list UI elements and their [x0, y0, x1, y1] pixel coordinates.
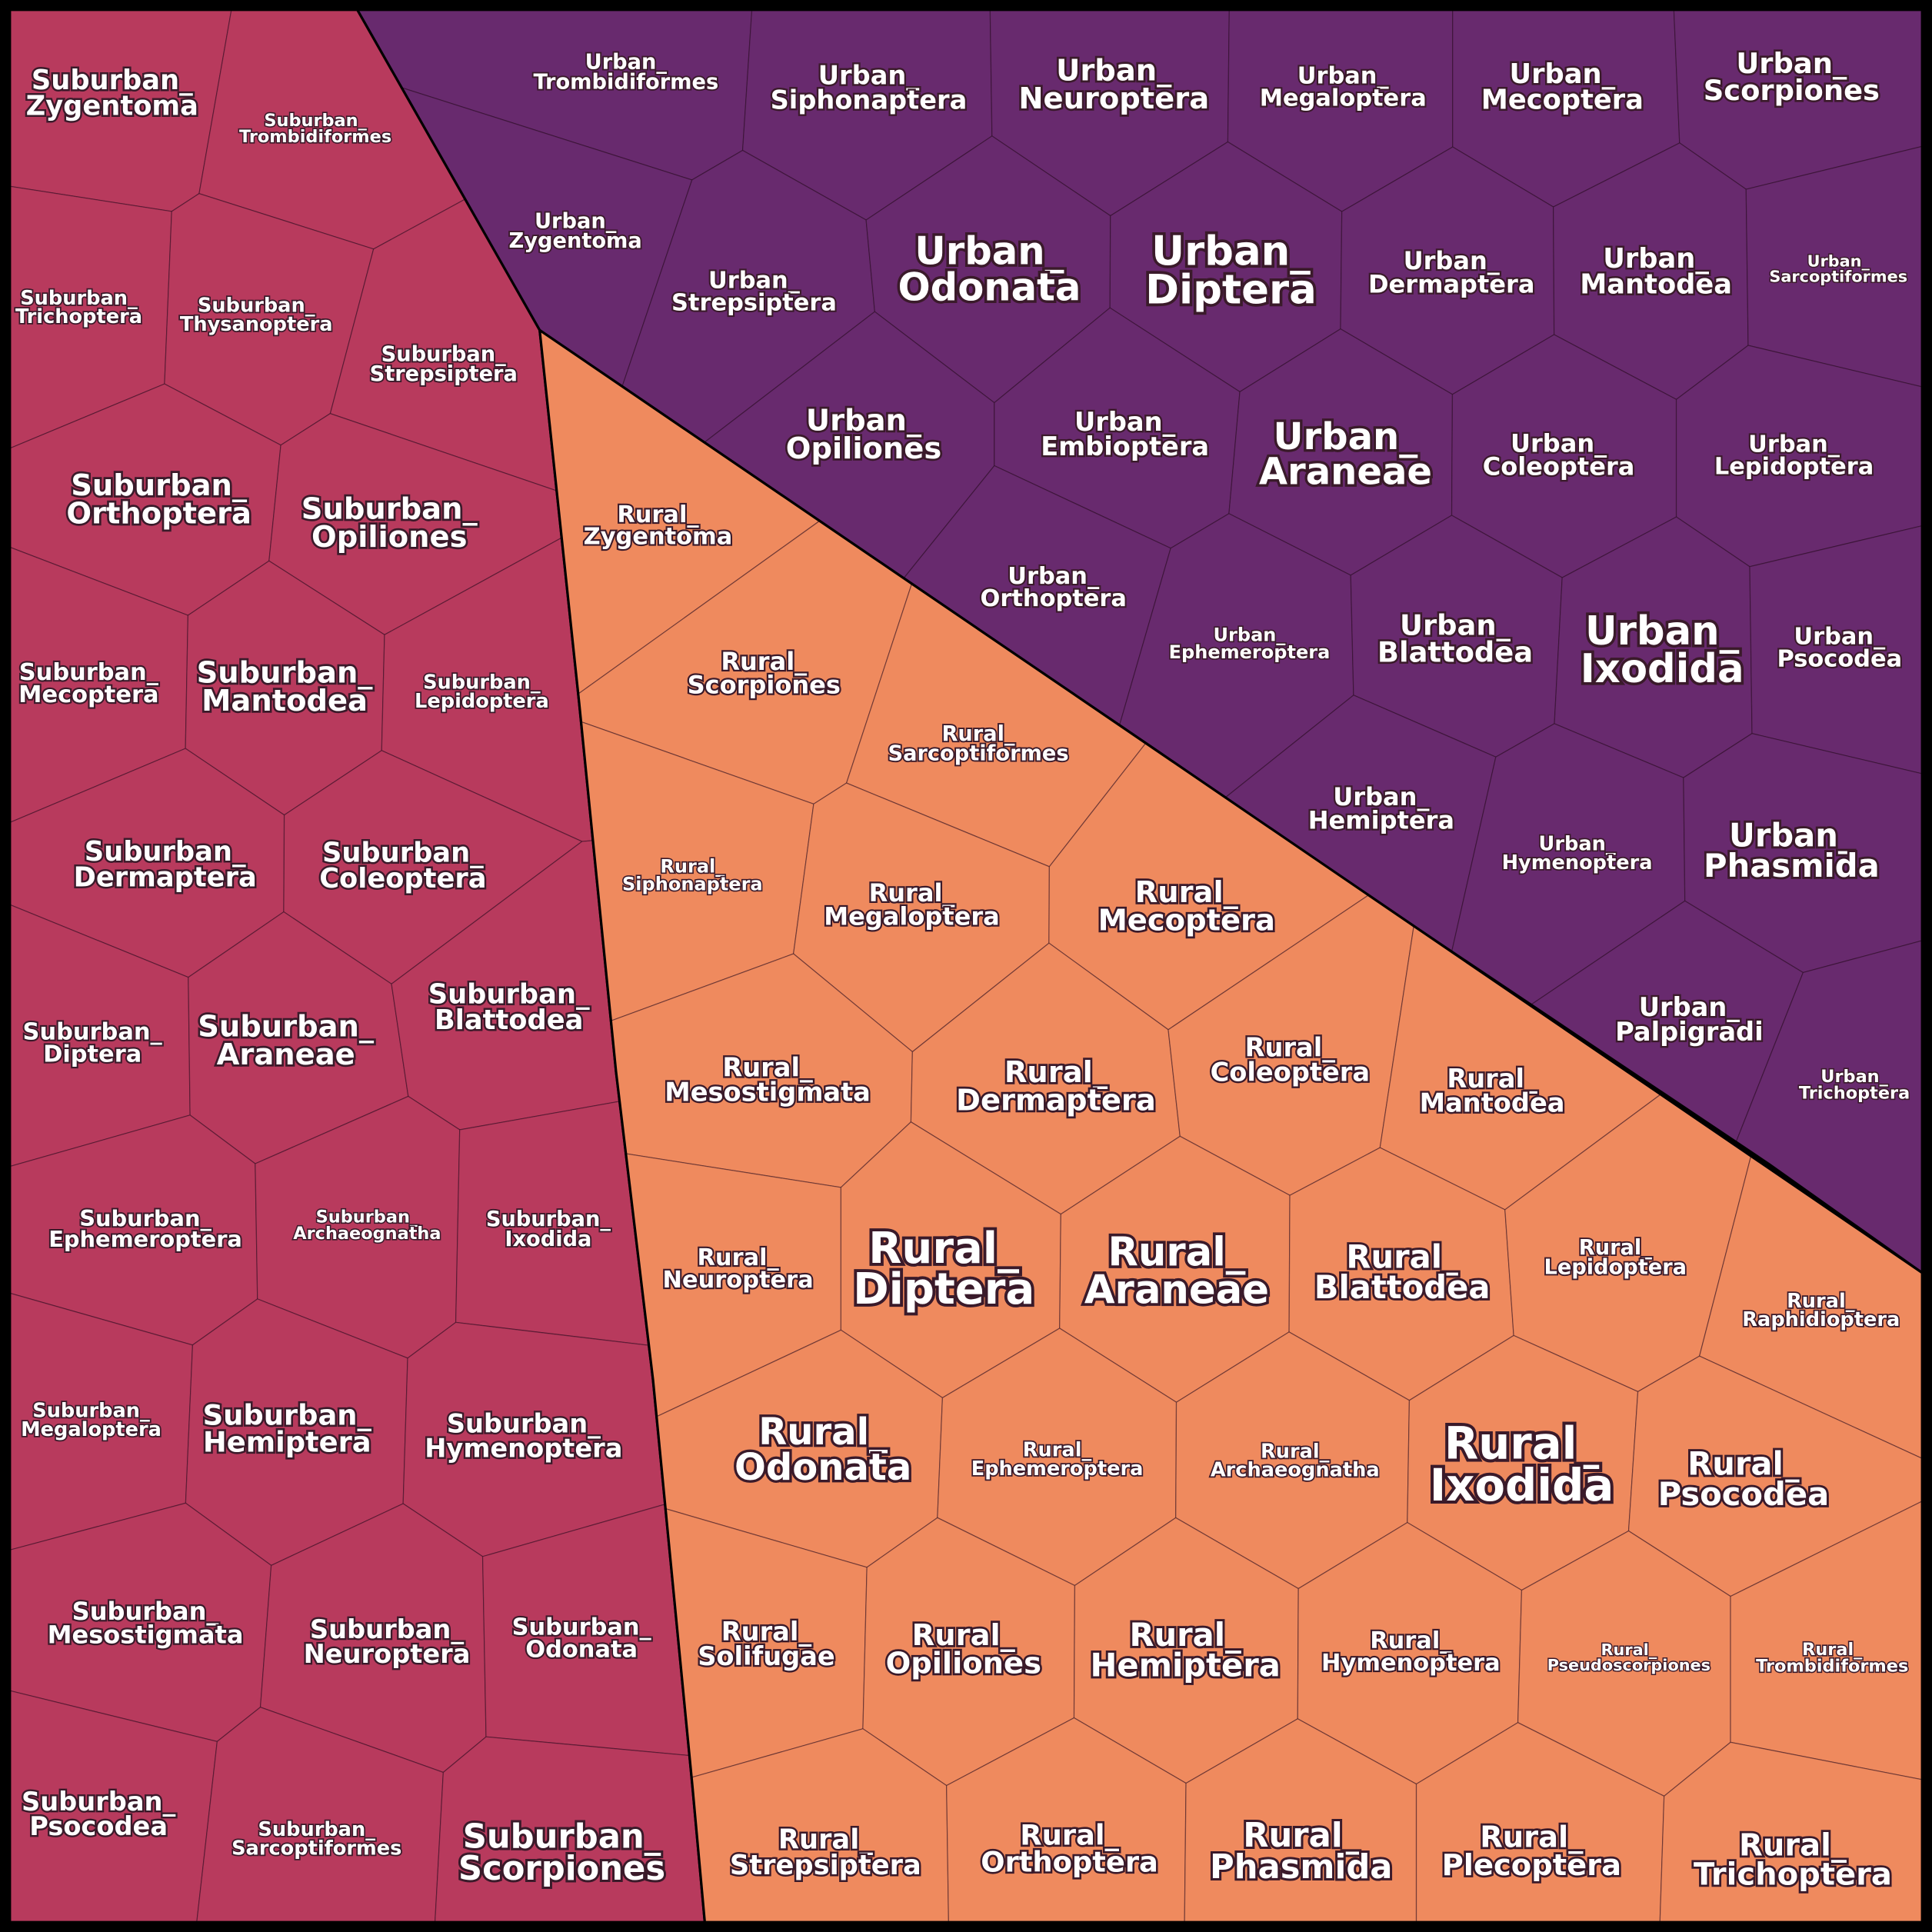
cell-label: Suburban_ Odonata: [512, 1614, 652, 1663]
cell-label: Rural_ Raphidioptera: [1742, 1290, 1900, 1331]
cell-label: Suburban_ Trichoptera: [15, 287, 142, 328]
cell-label: Urban_ Siphonaptera: [771, 61, 968, 115]
cell-label: Urban_ Hemiptera: [1308, 782, 1454, 834]
cell-label: Suburban_ Mantodea: [197, 656, 374, 719]
cell-label: Rural_ Ixodida: [1430, 1417, 1614, 1511]
cell-label: Rural_ Coleoptera: [1211, 1033, 1370, 1088]
cell-label: Rural_ Orthoptera: [981, 1819, 1158, 1879]
cell-label: Urban_ Dermaptera: [1368, 246, 1534, 298]
cell-label: Urban_ Opiliones: [786, 403, 941, 466]
cell-label: Rural_ Trichoptera: [1694, 1828, 1892, 1893]
cell-label: Rural_ Trombidiformes: [1756, 1640, 1908, 1676]
cell-label: Rural_ Archaeognatha: [1211, 1440, 1380, 1481]
cell-label: Urban_ Palpigradi: [1615, 992, 1764, 1047]
cell-label: Rural_ Araneae: [1084, 1230, 1269, 1314]
cell-label: Urban_ Araneae: [1259, 415, 1432, 494]
cell-label: Suburban_ Neuroptera: [304, 1614, 471, 1669]
cell-label: Rural_ Psocodea: [1658, 1444, 1830, 1513]
cell-label: Rural_ Hymenoptera: [1321, 1627, 1501, 1677]
cell-label: Suburban_ Diptera: [23, 1019, 163, 1068]
cell-label: Suburban_ Mecoptera: [18, 659, 159, 708]
cell-label: Rural_ Opiliones: [886, 1618, 1041, 1681]
cell-label: Suburban_ Strepsiptera: [370, 342, 518, 386]
group: [538, 328, 1924, 1924]
cell-label: Urban_ Mecoptera: [1481, 58, 1644, 115]
cell-label: Urban_ Ephemeroptera: [1169, 624, 1331, 663]
cell-label: Suburban_ Ixodida: [486, 1208, 611, 1251]
cell-label: Urban_ Trichoptera: [1799, 1067, 1910, 1103]
cell-label: Suburban_ Orthoptera: [66, 468, 251, 531]
cell-label: Urban_ Blattodea: [1377, 608, 1533, 668]
cell-label: Urban_ Odonata: [898, 228, 1081, 309]
cell-label: Rural_ Mecoptera: [1098, 875, 1275, 938]
cell-label: Rural_ Siphonaptera: [622, 856, 763, 895]
cell-label: Rural_ Diptera: [853, 1224, 1034, 1314]
cell-label: Rural_ Odonata: [734, 1411, 911, 1489]
cell-label: Urban_ Hymenoptera: [1502, 833, 1653, 874]
cell-label: Urban_ Megaloptera: [1260, 62, 1427, 112]
cell-label: Rural_ Neuroptera: [663, 1244, 814, 1294]
cell-label: Rural_ Solifugae: [698, 1617, 835, 1671]
cell-label: Suburban_ Hemiptera: [203, 1398, 372, 1458]
cell-label: Rural_ Mantodea: [1420, 1064, 1565, 1118]
cell-label: Rural_ Phasmida: [1210, 1817, 1392, 1887]
cell-label: Rural_ Hemiptera: [1090, 1616, 1280, 1684]
cell-label: Urban_ Trombidiformes: [533, 51, 718, 95]
cell-label: Urban_ Phasmida: [1704, 816, 1880, 884]
cell-label: Rural_ Dermaptera: [956, 1055, 1156, 1118]
cell-label: Suburban_ Coleoptera: [319, 837, 486, 894]
cell-label: Suburban_ Trombidiformes: [239, 111, 391, 147]
cell-label: Urban_ Sarcoptiformes: [1769, 252, 1907, 286]
cell-label: Rural_ Plecoptera: [1442, 1820, 1621, 1884]
cell-label: Urban_ Diptera: [1145, 228, 1317, 314]
cell-label: Suburban_ Sarcoptiformes: [232, 1818, 401, 1860]
cell-label: Suburban_ Opiliones: [301, 492, 478, 555]
cell-label: Suburban_ Hymenoptera: [425, 1408, 622, 1463]
cell-label: Rural_ Mesostigmata: [665, 1052, 871, 1107]
cell-label: Suburban_ Psocodea: [22, 1787, 175, 1841]
cell-label: Urban_ Coleoptera: [1483, 428, 1635, 481]
cell-label: Rural_ Scorpiones: [688, 647, 841, 699]
cell-label: Suburban_ Mesostigmata: [48, 1597, 244, 1649]
cell-label: Urban_ Neuroptera: [1018, 53, 1209, 116]
labels: Urban_ Trombidiformes Urban_ Siphonaptera Ur…: [14, 45, 1911, 1894]
cell-label: Suburban_ Dermaptera: [74, 836, 257, 893]
cell-label: Urban_ Psocodea: [1777, 623, 1903, 672]
cell-label: Urban_ Scorpiones: [1704, 47, 1880, 107]
cell-label: Urban_ Lepidoptera: [1714, 431, 1874, 481]
cell-label: Rural_ Zygentoma: [584, 501, 733, 551]
cell-label: Suburban_ Scorpiones: [458, 1818, 665, 1888]
cell-label: Suburban_ Blattodea: [428, 979, 590, 1036]
cell-label: Rural_ Strepsiptera: [730, 1824, 921, 1881]
cell-label: Rural_ Blattodea: [1314, 1237, 1491, 1306]
cell-label: Rural_ Ephemeroptera: [971, 1439, 1144, 1481]
cell-label: Suburban_ Archaeognatha: [293, 1208, 441, 1244]
region-border: [538, 328, 1924, 1924]
cell-label: Urban_ Ixodida: [1581, 608, 1744, 692]
cell-label: Suburban_ Thysanoptera: [180, 294, 333, 335]
cell-label: Urban_ Zygentoma: [509, 209, 642, 253]
cell-label: Rural_ Lepidoptera: [1544, 1236, 1687, 1280]
cell-label: Rural_ Megaloptera: [824, 878, 1000, 931]
cell-label: Urban_ Mantodea: [1580, 243, 1732, 300]
cell-label: Suburban_ Araneae: [198, 1010, 375, 1073]
cell-label: Suburban_ Ephemeroptera: [48, 1205, 242, 1252]
cell-label: Suburban_ Megaloptera: [21, 1399, 162, 1441]
cell-label: Suburban_ Zygentoma: [26, 65, 198, 122]
cell-label: Rural_ Pseudoscorpiones: [1547, 1641, 1710, 1674]
cell-label: Urban_ Strepsiptera: [671, 267, 837, 316]
cell-label: Suburban_ Lepidoptera: [415, 671, 549, 713]
cell-label: Urban_ Orthoptera: [981, 563, 1127, 612]
cell-label: Rural_ Sarcoptiformes: [888, 722, 1068, 766]
group: [8, 8, 707, 1924]
cell-label: Urban_ Embioptera: [1041, 407, 1209, 461]
